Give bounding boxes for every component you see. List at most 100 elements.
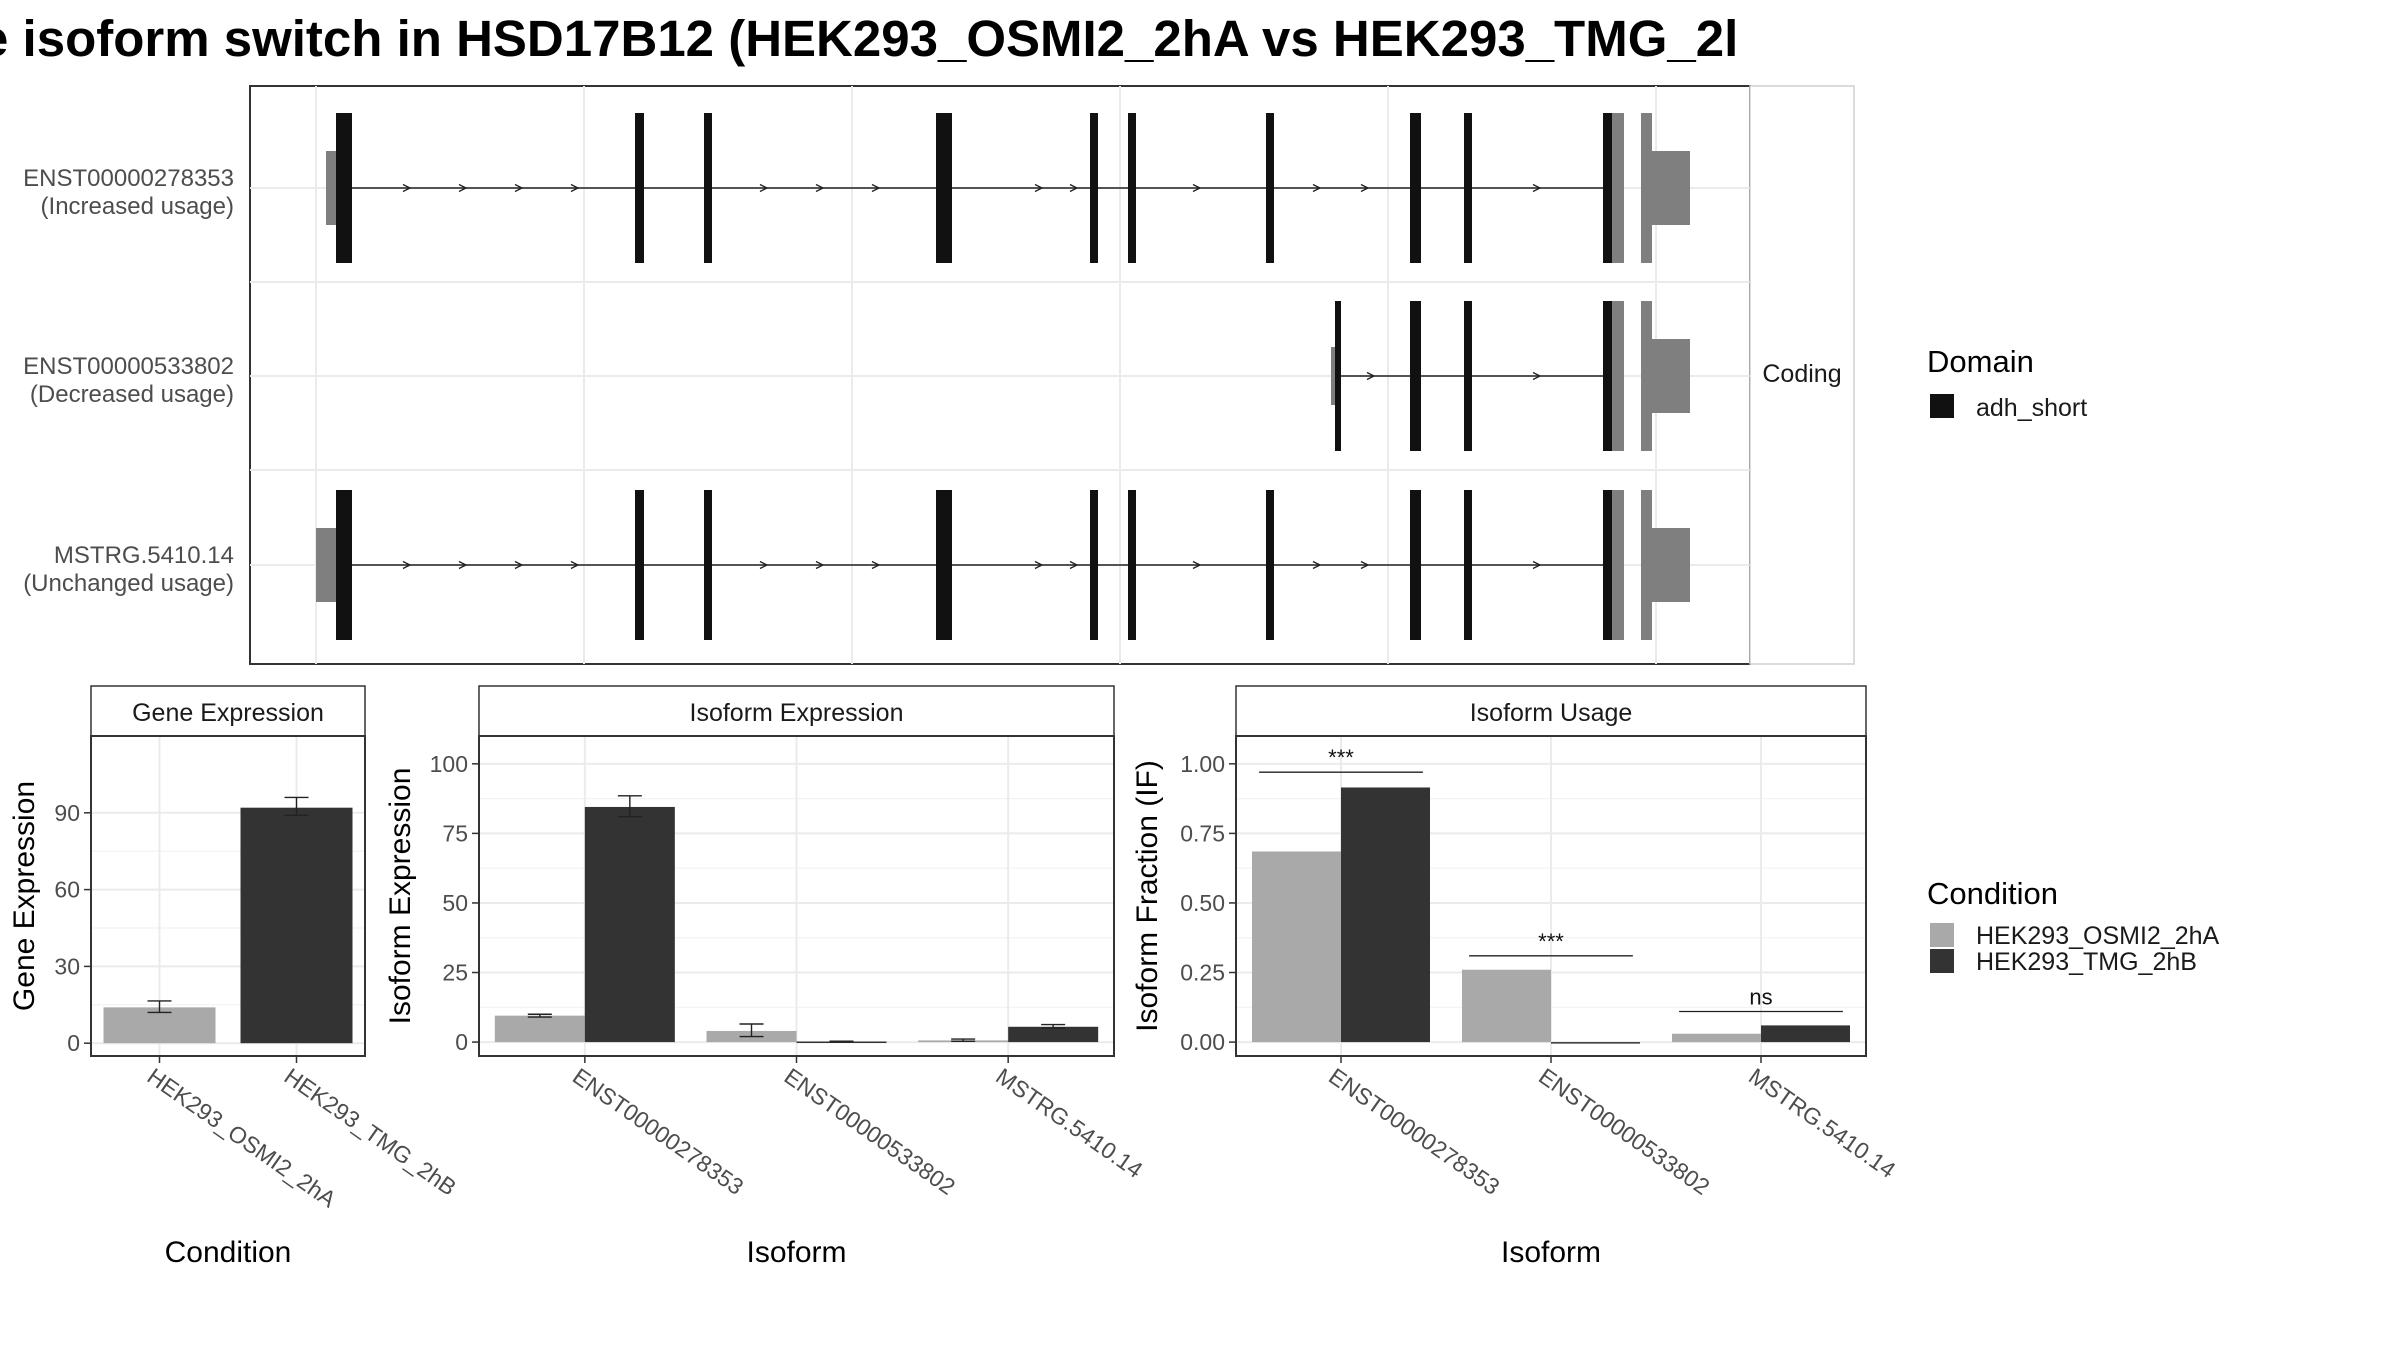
intron-arrow <box>871 560 881 570</box>
coding-exon <box>1128 490 1136 640</box>
utr3-block <box>1652 151 1690 225</box>
plot-border <box>90 735 366 1057</box>
isoform-usage-panel: Isoform Usage 0.00 0.25 0.50 0.75 1.00 *** *** n… <box>1131 685 1901 1269</box>
intron-arrow <box>1192 560 1202 570</box>
coding-exon <box>1603 490 1612 640</box>
bar <box>1672 1033 1761 1043</box>
panel-title: Isoform Expression <box>690 699 904 727</box>
y-tick-label: 25 <box>442 960 468 986</box>
coding-strip <box>1749 85 1855 665</box>
utr5-block <box>1331 347 1335 405</box>
intron-arrow <box>402 560 412 570</box>
coding-exon <box>1090 113 1098 263</box>
intron-arrow <box>1366 371 1376 381</box>
panel-strip <box>90 685 366 737</box>
coding-strip-label: Coding <box>1762 360 1841 388</box>
transcript-track <box>1331 301 1690 451</box>
transcript-structure-panel: Coding ENST00000278353(Increased usage) E… <box>23 85 1855 665</box>
bar <box>1341 787 1430 1043</box>
error-bar <box>739 1023 764 1038</box>
intron-arrow <box>570 560 580 570</box>
utr3-block <box>1641 301 1652 451</box>
y-axis-title: Isoform Expression <box>384 768 417 1025</box>
coding-exon <box>635 490 644 640</box>
panel-strip <box>1235 685 1867 737</box>
bar <box>494 1015 585 1043</box>
coding-exon <box>1464 301 1472 451</box>
intron-arrow <box>759 183 769 193</box>
x-tick-label: ENST00000533802 <box>780 1063 960 1200</box>
intron-arrow <box>570 183 580 193</box>
bar <box>584 806 675 1043</box>
y-axis-title: Gene Expression <box>8 781 41 1011</box>
panel-title: Isoform Usage <box>1470 699 1633 727</box>
condition-a-swatch <box>1930 923 1954 947</box>
intron-arrow <box>1532 371 1542 381</box>
x-axis-title: Isoform <box>1501 1236 1601 1269</box>
isoform-label-id: ENST00000278353 <box>23 165 234 192</box>
intron-arrow <box>759 560 769 570</box>
coding-exon <box>635 113 644 263</box>
utr3-block <box>1652 339 1690 413</box>
panel-title: Gene Expression <box>132 699 324 727</box>
adh-short-swatch <box>1930 394 1954 418</box>
utr5-block <box>326 151 336 225</box>
utr3-block <box>1641 113 1652 263</box>
error-bar <box>147 1000 172 1014</box>
y-tick-label: 0.00 <box>1180 1029 1225 1055</box>
x-axis-title: Condition <box>165 1236 292 1269</box>
coding-exon <box>1410 490 1421 640</box>
intron-arrow <box>1034 183 1044 193</box>
condition-legend-title: Condition <box>1927 876 2058 911</box>
x-tick-label: ENST00000278353 <box>1324 1063 1504 1200</box>
domain-legend: Domain adh_short <box>1927 344 2087 422</box>
y-tick-label: 0.50 <box>1180 890 1225 916</box>
x-axis-title: Isoform <box>746 1236 846 1269</box>
y-tick-label: 90 <box>54 800 80 826</box>
intron-arrow <box>1360 183 1370 193</box>
y-tick-label: 0.75 <box>1180 820 1225 846</box>
coding-exon <box>1266 490 1274 640</box>
x-tick-label: MSTRG.5410.14 <box>991 1063 1147 1183</box>
coding-exon <box>704 113 712 263</box>
intron-arrow <box>1069 183 1079 193</box>
bar <box>1008 1026 1099 1043</box>
utr5-block <box>316 528 336 602</box>
isoform-expression-panel: Isoform Expression 0 25 50 75 100 ENST00000278… <box>384 685 1148 1269</box>
isoform-label-id: MSTRG.5410.14 <box>54 542 234 569</box>
domain-legend-title: Domain <box>1927 344 2034 379</box>
intron-arrow <box>1360 560 1370 570</box>
coding-exon <box>1090 490 1098 640</box>
panel-strip <box>478 685 1115 737</box>
intron-arrow <box>1532 183 1542 193</box>
error-bar <box>1041 1023 1066 1029</box>
error-bar <box>284 796 309 817</box>
utr3-block <box>1652 528 1690 602</box>
isoform-label-id: ENST00000533802 <box>23 353 234 380</box>
intron-arrow <box>1069 560 1079 570</box>
bar <box>1462 969 1551 1043</box>
y-tick-label: 50 <box>442 890 468 916</box>
transcript-track <box>316 490 1690 640</box>
bar <box>240 807 353 1044</box>
y-tick-label: 75 <box>442 820 468 846</box>
error-bar <box>527 1013 552 1018</box>
coding-exon <box>336 113 352 263</box>
intron-arrow <box>458 183 468 193</box>
error-bar <box>829 1040 854 1043</box>
coding-exon <box>1464 490 1472 640</box>
bar <box>1252 851 1341 1043</box>
coding-exon <box>1464 113 1472 263</box>
coding-exon <box>1128 113 1136 263</box>
intron-arrow <box>1532 560 1542 570</box>
bar <box>103 1007 216 1044</box>
coding-exon <box>936 113 952 263</box>
intron-arrow <box>514 560 524 570</box>
coding-exon <box>1266 113 1274 263</box>
isoform-label-usage: (Increased usage) <box>41 193 234 220</box>
transcript-track <box>326 113 1690 263</box>
y-tick-label: 60 <box>54 877 80 903</box>
bar <box>1761 1025 1850 1043</box>
isoform-label-usage: (Unchanged usage) <box>23 570 234 597</box>
utr3-block <box>1612 301 1624 451</box>
